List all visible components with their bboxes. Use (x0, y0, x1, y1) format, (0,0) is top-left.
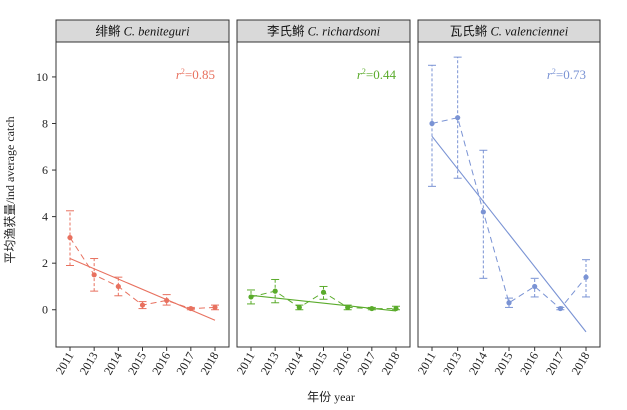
r2-value: =0.44 (366, 67, 397, 82)
x-tick-label: 2011 (415, 350, 439, 377)
x-tick-label: 2011 (234, 350, 258, 377)
y-axis: 0 2 4 6 8 10 (36, 70, 56, 317)
panel-title-latin: C. valenciennei (490, 25, 568, 39)
panel-frame (417, 41, 601, 348)
x-tick-label: 2015 (125, 350, 149, 378)
data-point (272, 288, 278, 294)
data-point (188, 305, 194, 312)
data-point (480, 209, 486, 215)
y-tick-label: 8 (42, 116, 48, 130)
y-tick-label: 2 (42, 256, 48, 270)
panel-title-cn: 李氏鳉 (267, 24, 308, 39)
panel-frame (55, 41, 230, 348)
panel-title: 瓦氏鳉 C. valenciennei (450, 24, 569, 39)
data-point (369, 305, 375, 312)
x-tick-label: 2018 (197, 350, 221, 378)
x-tick-label: 2017 (354, 350, 378, 378)
panel-title-latin: C. beniteguri (124, 25, 190, 39)
x-tick-label: 2016 (149, 350, 173, 378)
x-tick-label: 2017 (543, 350, 567, 378)
panel-plot-area (428, 56, 590, 333)
r2-symbol: r (176, 67, 182, 82)
x-tick-label: 2015 (491, 350, 515, 378)
x-tick-label: 2013 (440, 350, 464, 378)
x-tick-label: 2014 (282, 350, 306, 378)
x-tick-label: 2016 (517, 350, 541, 378)
panel-title-latin: C. richardsoni (308, 25, 381, 39)
r2-symbol: r (357, 67, 363, 82)
x-tick-label: 2018 (378, 350, 402, 378)
x-axis-label: 年份 year (307, 390, 355, 404)
data-point (248, 294, 254, 300)
data-point (532, 283, 538, 290)
data-point (557, 305, 563, 312)
r2-value: =0.73 (556, 67, 586, 82)
data-point (212, 304, 218, 311)
x-tick-label: 2018 (568, 350, 592, 378)
data-point (67, 234, 73, 241)
r2-superscript: 2 (181, 67, 185, 76)
y-tick-label: 6 (42, 163, 48, 177)
r2-annotation: r2=0.73 (547, 67, 586, 82)
x-tick-label: 2014 (466, 350, 490, 378)
x-tick-label: 2013 (258, 350, 282, 378)
panel-title: 绯鳉 C. beniteguri (95, 24, 190, 39)
trend-line (431, 135, 587, 333)
panel-title: 李氏鳉 C. richardsoni (267, 24, 381, 39)
x-tick-label: 2015 (306, 350, 330, 378)
r2-value: =0.85 (185, 67, 215, 82)
data-point (429, 120, 435, 127)
x-tick-label: 2013 (77, 350, 101, 378)
data-point (115, 283, 121, 290)
r2-annotation: r2=0.85 (176, 67, 215, 82)
y-tick-label: 10 (36, 70, 48, 84)
y-axis-label: 平均渔获量/ind average catch (3, 116, 17, 263)
r2-annotation: r2=0.44 (357, 67, 397, 82)
panel-title-cn: 瓦氏鳉 (450, 24, 491, 39)
panel-plot-area (66, 210, 219, 321)
data-point (455, 115, 461, 121)
data-point (139, 302, 146, 308)
data-point (583, 274, 589, 280)
data-point (506, 300, 512, 306)
data-point (164, 297, 170, 304)
x-tick-label: 2016 (330, 350, 354, 378)
data-point (393, 305, 399, 312)
x-tick-label: 2011 (53, 350, 77, 377)
panel-frame (236, 41, 411, 348)
y-tick-label: 0 (42, 303, 48, 317)
r2-symbol: r (547, 67, 553, 82)
r2-superscript: 2 (362, 67, 366, 76)
data-point (91, 272, 97, 278)
data-point (320, 289, 327, 295)
x-tick-label: 2017 (173, 350, 197, 378)
panel-plot-area (247, 278, 400, 312)
r2-superscript: 2 (552, 67, 556, 76)
x-tick-label: 2014 (101, 350, 125, 378)
y-tick-label: 4 (42, 210, 48, 224)
panel-title-cn: 绯鳉 (95, 24, 123, 39)
data-point (296, 304, 302, 311)
data-point (345, 304, 351, 311)
